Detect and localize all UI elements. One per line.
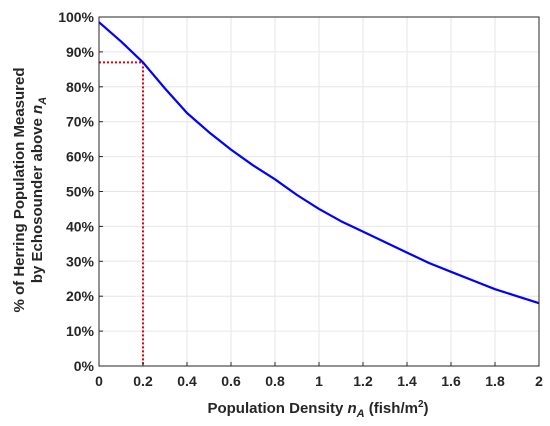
- y-tick-label: 90%: [66, 44, 95, 60]
- x-tick-label: 0.4: [177, 373, 197, 389]
- x-tick-label: 1.4: [397, 373, 417, 389]
- x-tick-label: 1.8: [485, 373, 505, 389]
- y-tick-label: 80%: [66, 79, 95, 95]
- y-tick-label: 60%: [66, 149, 95, 165]
- x-tick-label: 1: [315, 373, 323, 389]
- x-axis-title-symbol: n: [347, 400, 356, 417]
- x-axis-title: Population Density nA (fish/m2): [207, 399, 428, 420]
- x-axis-title-unit-end: ): [424, 400, 429, 417]
- y-tick-label: 30%: [66, 253, 95, 269]
- y-axis-title-line1: % of Herring Population Measured: [11, 67, 28, 312]
- x-axis-title-prefix: Population Density: [207, 400, 347, 417]
- y-tick-label: 50%: [66, 184, 95, 200]
- y-axis-title-symbol: n: [29, 105, 46, 114]
- reference-lines: [99, 61, 144, 366]
- series-line: [98, 21, 540, 305]
- y-tick-label: 0%: [74, 358, 95, 374]
- y-tick-label: 20%: [66, 288, 95, 304]
- grid: [98, 16, 540, 367]
- x-axis-title-unit: (fish/m: [365, 400, 418, 417]
- y-axis: 0% 10% 20% 30% 40% 50% 60% 70% 80% 90% 100%: [58, 9, 103, 374]
- x-tick-label: 1.2: [353, 373, 373, 389]
- x-axis-title-subscript: A: [356, 408, 365, 420]
- y-axis-title-line2-prefix: by Echosounder above: [29, 114, 46, 283]
- x-tick-label: 0: [95, 373, 103, 389]
- x-tick-label: 2: [535, 373, 543, 389]
- x-tick-label: 0.2: [133, 373, 153, 389]
- y-axis-title-subscript: A: [37, 97, 49, 106]
- x-tick-label: 0.6: [221, 373, 241, 389]
- y-tick-label: 40%: [66, 218, 95, 234]
- x-tick-label: 1.6: [441, 373, 461, 389]
- x-axis-title-superscript: 2: [418, 399, 424, 410]
- x-tick-label: 0.8: [265, 373, 285, 389]
- y-tick-label: 70%: [66, 114, 95, 130]
- series-layer: [98, 21, 540, 305]
- x-axis: 0 0.2 0.4 0.6 0.8 1 1.2 1.4 1.6 1.8 2: [95, 362, 543, 389]
- y-axis-title-line2: by Echosounder above nA: [29, 97, 49, 283]
- y-tick-label: 100%: [58, 9, 94, 25]
- y-tick-label: 10%: [66, 323, 95, 339]
